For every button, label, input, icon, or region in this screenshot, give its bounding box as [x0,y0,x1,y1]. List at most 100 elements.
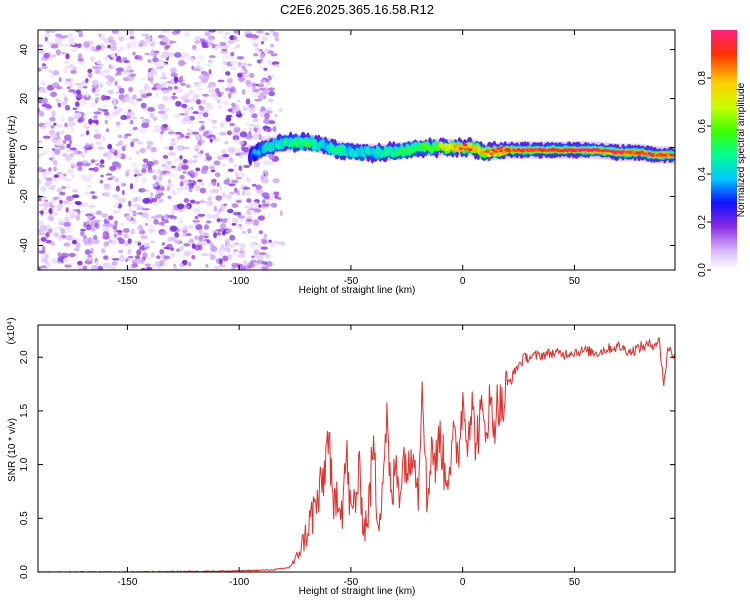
noise-blob [85,224,92,231]
noise-blob [130,119,134,125]
noise-blob [53,174,59,178]
noise-blob [216,218,221,223]
noise-blob [53,212,58,216]
noise-blob [229,35,234,41]
noise-blob [68,89,76,93]
noise-blob [84,142,90,148]
noise-blob [192,68,201,71]
noise-blob [126,169,131,174]
colorbar-ticks: 0.0 0.2 0.4 0.6 0.8 [697,71,711,277]
x-tick-label: 50 [569,276,581,287]
noise-blob [170,72,178,78]
noise-blob [61,186,67,189]
noise-blob [204,32,211,37]
noise-blob [160,160,165,163]
noise-blob [113,229,117,233]
noise-blob [71,49,76,53]
noise-blob [131,161,139,169]
noise-blob [236,176,242,180]
noise-blob [64,122,68,128]
noise-blob [176,203,185,210]
noise-blob [77,208,81,216]
noise-blob [61,101,67,105]
noise-blob [203,224,210,230]
noise-blob [38,250,46,254]
noise-blob [246,219,253,222]
noise-blob [152,201,160,206]
noise-blob [146,161,155,167]
noise-blob [262,203,270,207]
ridge-mark [256,149,261,156]
noise-blob [163,146,169,150]
noise-blob [252,88,260,93]
noise-blob [128,157,132,160]
noise-blob [189,249,196,255]
noise-blob [178,60,186,67]
noise-blob [117,230,123,236]
noise-blob [265,109,270,114]
noise-blob [240,142,245,145]
noise-blob [218,42,222,49]
noise-blob [230,179,239,183]
noise-blob [195,80,204,85]
noise-blob [49,116,56,122]
noise-blob [190,57,194,62]
noise-blob [130,220,138,224]
noise-blob [123,144,128,148]
noise-blob [115,202,119,208]
noise-blob [246,80,252,87]
noise-blob [166,185,171,191]
noise-blob [244,191,252,197]
y-tick-label: 1.5 [19,404,30,418]
noise-blob [133,212,138,215]
noise-blob [110,148,115,153]
noise-blob [58,204,63,210]
noise-blob [137,224,144,231]
noise-blob [258,66,267,69]
noise-blob [49,30,56,34]
noise-blob [54,37,62,44]
noise-blob [178,160,183,166]
noise-blob [173,76,179,82]
noise-blob [179,174,185,180]
noise-blob [115,143,122,147]
noise-blob [115,197,123,201]
noise-blob [162,36,169,43]
noise-blob [226,82,234,88]
noise-blob [224,32,230,35]
noise-blob [238,61,242,67]
noise-blob [230,61,238,66]
noise-blob [208,30,216,33]
noise-blob [84,239,88,246]
noise-blob [261,77,268,81]
noise-blob [250,259,257,263]
noise-blob [175,100,182,107]
ridge-mark [413,145,418,152]
noise-blob [253,161,260,168]
ridge-mark [462,143,468,147]
noise-blob [102,224,110,227]
noise-blob [75,101,80,107]
noise-blob [40,87,47,94]
noise-blob [136,249,142,256]
ridge-mark [496,147,501,150]
colorbar-tick-label: 0.6 [697,119,708,133]
noise-blob [138,127,146,134]
noise-blob [150,146,157,153]
x-tick-label: 0 [460,577,466,588]
noise-blob [88,118,93,125]
noise-blob [227,77,233,84]
noise-blob [235,152,241,156]
noise-blob [66,195,74,202]
noise-blob [107,35,114,42]
ridge-mark [493,150,498,153]
noise-blob [209,165,215,170]
noise-blob [221,65,227,70]
noise-blob [150,240,156,244]
noise-blob [141,122,150,129]
noise-blob [226,115,233,118]
noise-blob [144,52,150,56]
noise-blob [163,62,167,66]
spectrogram-x-label: Height of straight line (km) [299,285,416,296]
noise-blob [229,191,235,195]
